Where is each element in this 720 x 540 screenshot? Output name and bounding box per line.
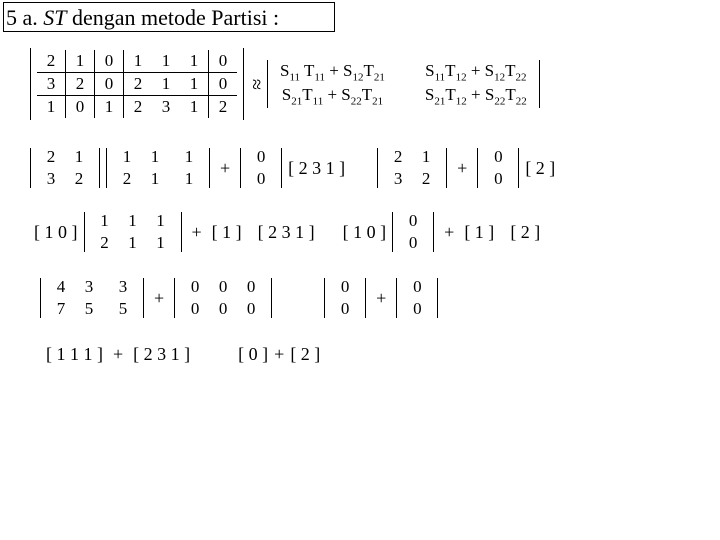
plus: + bbox=[188, 222, 206, 243]
plus: + bbox=[150, 288, 168, 309]
l4-C: 000 000 bbox=[181, 276, 265, 320]
matrix-ST: 2101110 3202110 1012312 bbox=[37, 50, 237, 118]
l2-B: 11 21 bbox=[113, 146, 169, 190]
page-title: 5 a. ST dengan metode Partisi : bbox=[6, 5, 279, 31]
l4-B: 3 5 bbox=[109, 276, 137, 320]
l3-C: [ 1 ] bbox=[212, 222, 242, 243]
l5-A: [ 1 1 1 ] bbox=[46, 344, 103, 365]
plus: + bbox=[109, 344, 127, 365]
l2-C: 1 1 bbox=[175, 146, 203, 190]
l3-F: 0 0 bbox=[399, 210, 427, 254]
l3-G: [ 1 ] bbox=[464, 222, 494, 243]
plus: + bbox=[440, 222, 458, 243]
l4-D: 0 0 bbox=[331, 276, 359, 320]
plus: + bbox=[216, 158, 234, 179]
plus: + bbox=[372, 288, 390, 309]
l4-A: 43 75 bbox=[47, 276, 103, 320]
l3-B: 111 211 bbox=[91, 210, 175, 254]
l2-A: 21 32 bbox=[37, 146, 93, 190]
plus: + bbox=[453, 158, 471, 179]
l2-G: 0 0 bbox=[484, 146, 512, 190]
approx-symbol: ≈ bbox=[244, 79, 267, 90]
l5-B: [ 2 3 1 ] bbox=[133, 344, 190, 365]
l5-D: [ 2 ] bbox=[290, 344, 320, 365]
l3-A: [ 1 0 ] bbox=[34, 222, 78, 243]
plus: + bbox=[274, 344, 284, 365]
l3-E: [ 1 0 ] bbox=[343, 222, 387, 243]
l5-C: [ 0 ] bbox=[238, 344, 268, 365]
l3-D: [ 2 3 1 ] bbox=[258, 222, 315, 243]
S-T-block: S11 T11 + S12T21 S11T12 + S12T22 S21T11 … bbox=[274, 60, 533, 109]
l3-H: [ 2 ] bbox=[510, 222, 540, 243]
l2-H: [ 2 ] bbox=[525, 158, 555, 179]
l2-F: 21 32 bbox=[384, 146, 440, 190]
l2-D: 0 0 bbox=[247, 146, 275, 190]
l4-E: 0 0 bbox=[403, 276, 431, 320]
l2-E: [ 2 3 1 ] bbox=[288, 158, 345, 179]
